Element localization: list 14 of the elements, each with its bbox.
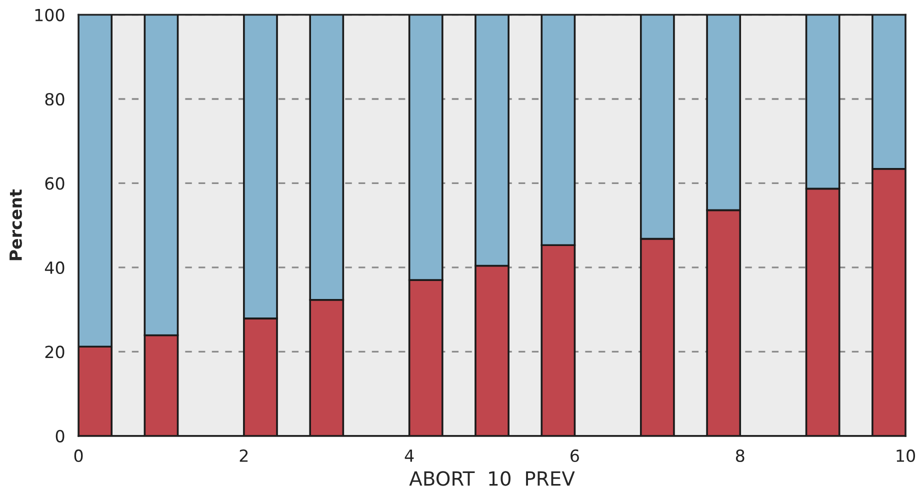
y-axis-title: Percent <box>10 189 22 260</box>
y-tick-label: 40 <box>44 261 64 274</box>
x-tick-label: 6 <box>570 449 579 462</box>
y-tick-label: 60 <box>45 177 64 190</box>
x-tick-label: 4 <box>404 450 414 462</box>
y-tick-label: 80 <box>45 92 64 106</box>
y-tick-label: 0 <box>56 430 64 442</box>
y-tick-label: 100 <box>35 8 64 22</box>
x-tick-label: 0 <box>74 449 83 462</box>
x-tick-label: 10 <box>896 449 916 462</box>
x-tick-label: 8 <box>736 449 744 462</box>
y-tick-label: 20 <box>45 346 64 358</box>
x-axis-title: ABORT 10 PREV <box>409 471 575 486</box>
x-tick-label: 2 <box>240 449 248 462</box>
